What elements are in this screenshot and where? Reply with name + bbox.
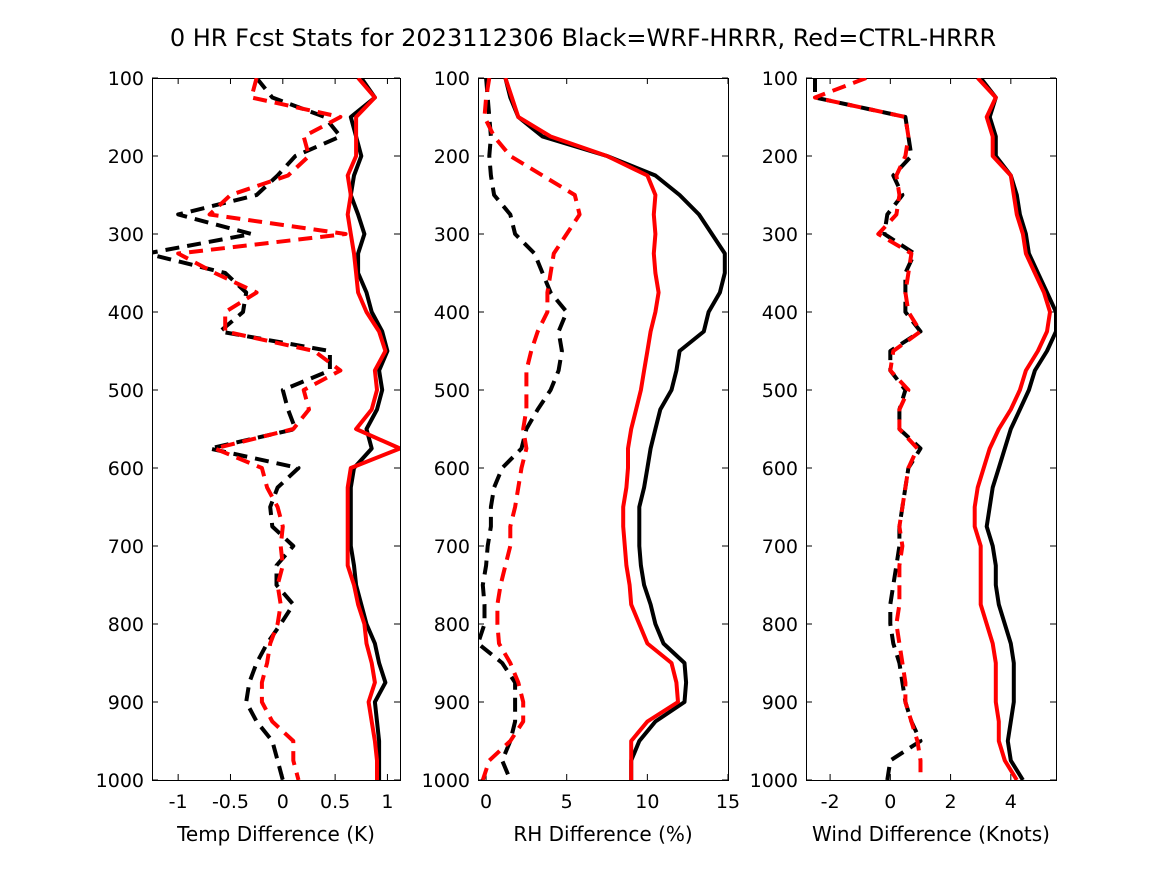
rh-series-wrf-dashed [478, 78, 569, 780]
rh-xtick-label: 15 [716, 791, 740, 813]
rh-xtick-label: 5 [561, 791, 573, 813]
rh-series-wrf-solid [503, 78, 727, 780]
temp-ytick-label: 500 [108, 380, 144, 402]
figure-title: 0 HR Fcst Stats for 2023112306 Black=WRF… [170, 24, 996, 52]
rh-ytick-label: 700 [434, 536, 470, 558]
wind-ytick-label: 800 [762, 614, 798, 636]
wind-ytick-label: 600 [762, 458, 798, 480]
temp-ytick-label: 800 [108, 614, 144, 636]
wind-series-wrf-solid [979, 78, 1056, 780]
rh-ytick-label: 1000 [422, 770, 470, 792]
wind-xlabel: Wind Difference (Knots) [812, 822, 1050, 846]
temp-ytick-label: 100 [108, 68, 144, 90]
wind-ytick-label: 500 [762, 380, 798, 402]
temp-xtick-label: -0.5 [212, 791, 249, 813]
wind-plot-frame [806, 78, 1057, 781]
rh-ytick-label: 500 [434, 380, 470, 402]
wind-ytick-label: 700 [762, 536, 798, 558]
rh-ytick-label: 200 [434, 146, 470, 168]
temp-panel: 100 200 300 400 500 600 700 800 900 1000 -1 -0.5 0 0.… [96, 68, 401, 846]
rh-series-ctrl-dashed [480, 78, 582, 780]
wind-ytick-label: 400 [762, 302, 798, 324]
wind-panel: 100 200 300 400 500 600 700 800 900 1000 -2 0 2 4 Wind… [750, 68, 1057, 846]
wind-ytick-label: 100 [762, 68, 798, 90]
rh-xlabel: RH Difference (%) [513, 822, 692, 846]
temp-xtick-label: 0.5 [320, 791, 350, 813]
temp-plot-frame [152, 78, 401, 781]
rh-ytick-label: 400 [434, 302, 470, 324]
temp-ytick-label: 200 [108, 146, 144, 168]
temp-ytick-label: 1000 [96, 770, 144, 792]
rh-ytick-label: 600 [434, 458, 470, 480]
wind-xtick-label: 2 [945, 791, 957, 813]
wind-series-ctrl-solid [972, 78, 1052, 780]
rh-ytick-label: 800 [434, 614, 470, 636]
temp-ytick-label: 900 [108, 692, 144, 714]
temp-series-ctrl-solid [345, 78, 400, 780]
temp-xlabel: Temp Difference (K) [176, 822, 375, 846]
rh-panel: 100 200 300 400 500 600 700 800 900 1000 0 5 10 15 RH … [422, 68, 740, 846]
wind-ytick-label: 1000 [750, 770, 798, 792]
rh-ytick-label: 900 [434, 692, 470, 714]
temp-ytick-label: 700 [108, 536, 144, 558]
wind-ytick-label: 900 [762, 692, 798, 714]
temp-ytick-label: 600 [108, 458, 144, 480]
temp-ytick-label: 300 [108, 224, 144, 246]
rh-plot-frame [478, 78, 729, 781]
wind-ytick-label: 300 [762, 224, 798, 246]
temp-series-wrf-dashed [152, 78, 343, 780]
rh-ytick-label: 300 [434, 224, 470, 246]
temp-xtick-label: -1 [169, 791, 188, 813]
rh-xtick-label: 0 [480, 791, 492, 813]
rh-ytick-label: 100 [434, 68, 470, 90]
wind-xtick-label: 4 [1005, 791, 1017, 813]
wind-xtick-label: 0 [884, 791, 896, 813]
temp-ytick-label: 400 [108, 302, 144, 324]
rh-xtick-label: 10 [635, 791, 659, 813]
wind-series-ctrl-dashed [813, 78, 923, 780]
wind-xtick-label: -2 [821, 791, 840, 813]
rh-series-ctrl-solid [503, 78, 680, 780]
temp-series-ctrl-dashed [176, 78, 348, 780]
temp-xtick-label: 0 [277, 791, 289, 813]
wind-ytick-label: 200 [762, 146, 798, 168]
temp-xtick-label: 1 [381, 791, 393, 813]
